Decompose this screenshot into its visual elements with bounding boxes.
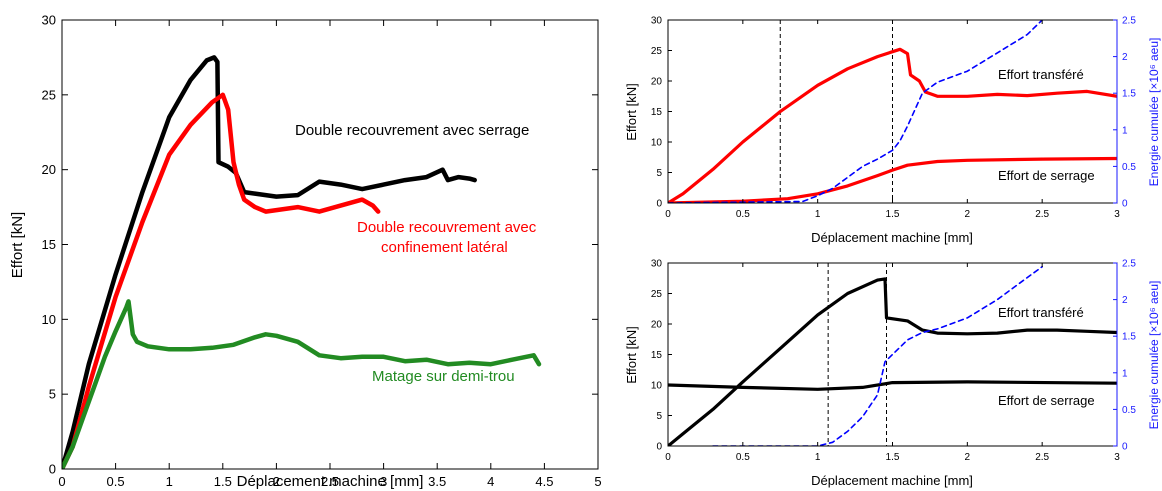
y-tick-label: 20 <box>651 77 663 88</box>
x-axis-label: Déplacement machine [mm] <box>237 473 424 490</box>
annotation-effort-transfere: Effort transféré <box>998 67 1084 82</box>
y-axis-right-label: Energie cumulée [×10⁶ aeu] <box>1147 281 1161 430</box>
annotation-serrage: Double recouvrement avec serrage <box>295 122 529 139</box>
y-tick-label: 10 <box>651 381 663 392</box>
y-tick-label: 30 <box>651 259 663 270</box>
y-right-tick-label: 2 <box>1122 295 1128 306</box>
series-line-0 <box>62 55 477 469</box>
y-right-tick-label: 1 <box>1122 368 1128 379</box>
x-tick-label: 2 <box>965 209 971 220</box>
series-line-0 <box>668 47 1117 203</box>
x-ticks: 0 0.5 1 1.5 2 2.5 3 3.5 4 4.5 5 <box>58 20 602 489</box>
x-tick-label: 2.5 <box>1035 209 1049 220</box>
y-right-tick-label: 0.5 <box>1122 162 1136 173</box>
y-right-tick-label: 0 <box>1122 199 1128 210</box>
annotation-confinement-1: Double recouvrement avec <box>357 219 537 236</box>
x-tick-label: 3 <box>380 474 387 489</box>
y-ticks-left: 0 5 10 15 20 25 30 <box>651 16 672 210</box>
series-line-1 <box>668 380 1117 391</box>
chart-main: 0 0.5 1 1.5 2 2.5 3 3.5 4 4.5 5 0 5 10 15 20 25 30 Dépla… <box>9 13 602 490</box>
y-tick-label: 15 <box>651 350 663 361</box>
y-tick-label: 5 <box>656 411 662 422</box>
y-tick-label: 30 <box>651 16 663 27</box>
x-tick-label: 3 <box>1114 452 1120 463</box>
y-right-tick-label: 1.5 <box>1122 89 1136 100</box>
x-axis-label: Déplacement machine [mm] <box>811 230 973 245</box>
x-tick-label: 1.5 <box>886 452 900 463</box>
y-right-tick-label: 2.5 <box>1122 16 1136 27</box>
y-right-tick-label: 1 <box>1122 125 1128 136</box>
x-tick-label: 4.5 <box>535 474 553 489</box>
y-right-tick-label: 0.5 <box>1122 405 1136 416</box>
x-tick-label: 2 <box>965 452 971 463</box>
annotation-confinement-2: confinement latéral <box>381 239 508 256</box>
x-axis-label: Déplacement machine [mm] <box>811 473 973 488</box>
x-tick-label: 2 <box>273 474 280 489</box>
plot-area-main <box>62 55 542 469</box>
x-tick-label: 0 <box>665 452 671 463</box>
x-tick-label: 2.5 <box>1035 452 1049 463</box>
y-ticks: 0 5 10 15 20 25 30 <box>42 13 598 477</box>
plot-area-bottom-right <box>668 263 1117 446</box>
x-tick-label: 0.5 <box>736 209 750 220</box>
annotation-matage: Matage sur demi-trou <box>372 368 515 385</box>
x-ticks: 0 0.5 1 1.5 2 2.5 3 <box>665 263 1120 463</box>
y-tick-label: 20 <box>651 320 663 331</box>
series-line-0 <box>668 277 1117 446</box>
y-right-tick-label: 1.5 <box>1122 332 1136 343</box>
y-ticks-right: 0 0.5 1 1.5 2 2.5 <box>1113 259 1136 453</box>
axes-frame <box>61 19 599 470</box>
annotation-effort-serrage: Effort de serrage <box>998 393 1095 408</box>
series-line-2 <box>62 299 542 469</box>
x-tick-label: 2.5 <box>321 474 339 489</box>
y-right-tick-label: 0 <box>1122 442 1128 453</box>
y-axis-label: Effort [kN] <box>624 83 639 141</box>
plot-area-top-right <box>668 20 1117 203</box>
y-axis-right-label: Energie cumulée [×10⁶ aeu] <box>1147 38 1161 187</box>
x-tick-label: 5 <box>594 474 601 489</box>
x-tick-label: 1.5 <box>886 209 900 220</box>
x-tick-label: 1.5 <box>214 474 232 489</box>
y-tick-label: 5 <box>656 168 662 179</box>
y-tick-label: 15 <box>651 107 663 118</box>
y-tick-label: 25 <box>42 87 56 102</box>
y-tick-label: 5 <box>49 387 56 402</box>
x-tick-label: 3 <box>1114 209 1120 220</box>
y-tick-label: 25 <box>651 289 663 300</box>
y-ticks-right: 0 0.5 1 1.5 2 2.5 <box>1113 16 1136 210</box>
y-tick-label: 15 <box>42 237 56 252</box>
x-tick-label: 0.5 <box>107 474 125 489</box>
x-tick-label: 1 <box>815 209 821 220</box>
x-tick-label: 1 <box>166 474 173 489</box>
x-tick-label: 3.5 <box>428 474 446 489</box>
x-tick-label: 0.5 <box>736 452 750 463</box>
y-tick-label: 30 <box>42 13 56 28</box>
y-tick-label: 0 <box>656 199 662 210</box>
series-line-1 <box>668 156 1117 203</box>
y-right-tick-label: 2 <box>1122 52 1128 63</box>
series-line-2 <box>712 265 1043 446</box>
x-tick-label: 4 <box>487 474 494 489</box>
x-tick-label: 0 <box>665 209 671 220</box>
y-tick-label: 0 <box>656 442 662 453</box>
annotation-effort-transfere: Effort transféré <box>998 305 1084 320</box>
y-tick-label: 25 <box>651 46 663 57</box>
y-tick-label: 20 <box>42 162 56 177</box>
y-tick-label: 10 <box>42 312 56 327</box>
x-tick-label: 0 <box>58 474 65 489</box>
y-ticks-left: 0 5 10 15 20 25 30 <box>651 259 672 453</box>
y-tick-label: 10 <box>651 138 663 149</box>
y-right-tick-label: 2.5 <box>1122 259 1136 270</box>
y-axis-label: Effort [kN] <box>624 326 639 384</box>
annotation-effort-serrage: Effort de serrage <box>998 168 1095 183</box>
y-axis-label: Effort [kN] <box>9 212 26 278</box>
series-line-2 <box>668 20 1043 203</box>
x-tick-label: 1 <box>815 452 821 463</box>
y-tick-label: 0 <box>49 462 56 477</box>
series-line-1 <box>62 92 381 469</box>
